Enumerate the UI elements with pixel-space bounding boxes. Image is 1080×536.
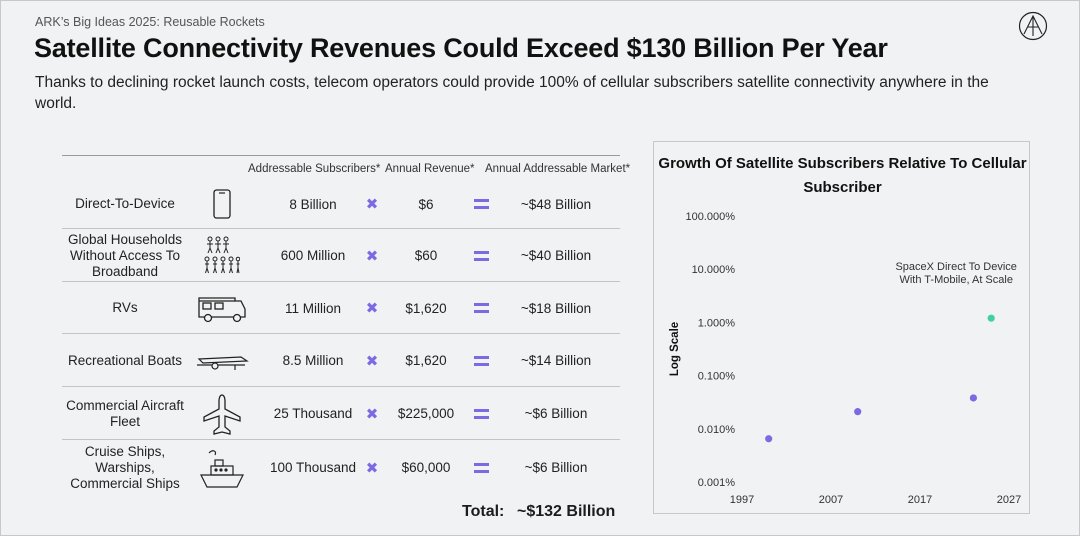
revenue-value: $60 [414, 248, 438, 263]
table-row: Recreational Boats 8.5 Million ✖ $1,620 … [62, 334, 620, 387]
households-icon [204, 236, 240, 273]
data-point [854, 408, 862, 416]
subscribers-value: 600 Million [280, 248, 346, 263]
row-label: Cruise Ships, Warships, Commercial Ships [70, 443, 180, 491]
row-divider [62, 439, 620, 440]
revenue-value: $225,000 [397, 406, 455, 421]
point-annotation: SpaceX Direct To Device With T-Mobile, At… [895, 261, 1016, 286]
y-tick-label: 1.000% [698, 317, 736, 329]
table-row: Cruise Ships, Warships, Commercial Ships… [62, 440, 620, 495]
y-tick-label: 10.000% [692, 264, 736, 276]
row-label: Direct-To-Device [75, 196, 175, 211]
total-label: Total: [462, 503, 505, 520]
column-header-revenue: Annual Revenue* [385, 163, 475, 175]
y-axis-label: Log Scale [669, 322, 681, 376]
table-row: Commercial Aircraft Fleet 25 Thousand ✖ … [62, 387, 620, 440]
boat-trailer-icon [197, 355, 249, 370]
revenue-value: $60,000 [401, 460, 451, 475]
x-tick-label: 1997 [730, 494, 754, 506]
row-label: Recreational Boats [67, 352, 183, 368]
revenue-value: $1,620 [405, 300, 447, 316]
equals-icon [473, 408, 489, 419]
table-row: Global Households Without Access To Broa… [62, 229, 620, 282]
revenue-value: $1,620 [405, 353, 447, 368]
multiply-icon: ✖ [365, 352, 379, 370]
market-value: ~$18 Billion [520, 300, 592, 316]
table-row: RVs 11 Million ✖ $1,620 ~$18 Billion [62, 282, 620, 334]
data-point [987, 314, 995, 322]
scatter-chart: 100.000% 10.000% 1.000% 0.100% 0.010% 0.001% 1… [669, 211, 1021, 506]
ship-icon [200, 449, 244, 488]
report-kicker: ARK’s Big Ideas 2025: Reusable Rockets [35, 15, 265, 29]
market-value: ~$48 Billion [520, 196, 592, 212]
subscribers-value: 25 Thousand [273, 406, 353, 421]
y-tick-label: 0.100% [698, 371, 736, 383]
equals-icon [473, 199, 489, 209]
subscribers-value: 100 Thousand [269, 460, 357, 475]
row-divider [62, 386, 620, 387]
table-top-rule [62, 155, 620, 156]
chart-title: Growth Of Satellite Subscribers Relative… [658, 155, 1027, 196]
x-tick-label: 2027 [997, 494, 1021, 506]
row-label: Commercial Aircraft Fleet [66, 397, 184, 429]
table-row: Direct-To-Device 8 Billion ✖ $6 ~$48 Bil… [62, 179, 620, 229]
subscribers-value: 8 Billion [289, 196, 337, 212]
row-label: Global Households Without Access To Broa… [67, 231, 183, 279]
total-value: ~$132 Billion [517, 503, 616, 520]
y-tick-label: 0.001% [698, 477, 736, 489]
row-divider [62, 281, 620, 282]
column-header-market: Annual Addressable Market* [485, 163, 631, 175]
revenue-value: $6 [418, 196, 434, 212]
market-value: ~$40 Billion [520, 248, 592, 263]
column-header-subscribers: Addressable Subscribers* [248, 163, 381, 175]
chart-panel: Growth Of Satellite Subscribers Relative… [653, 141, 1030, 514]
equals-icon [473, 303, 489, 313]
row-divider [62, 333, 620, 334]
market-value: ~$14 Billion [520, 353, 592, 368]
x-tick-label: 2007 [819, 494, 843, 506]
data-point [765, 435, 773, 443]
y-tick-label: 100.000% [685, 211, 735, 223]
airplane-icon [203, 393, 241, 435]
equals-icon [473, 250, 489, 261]
page-subtitle: Thanks to declining rocket launch costs,… [35, 74, 989, 112]
market-value: ~$6 Billion [524, 406, 588, 421]
multiply-icon: ✖ [365, 405, 379, 423]
equals-icon [473, 355, 489, 366]
smartphone-icon [213, 189, 231, 219]
rv-icon [198, 297, 246, 323]
equals-icon [473, 462, 489, 473]
multiply-icon: ✖ [365, 247, 379, 265]
row-divider [62, 228, 620, 229]
data-point [969, 394, 977, 402]
multiply-icon: ✖ [365, 196, 379, 213]
multiply-icon: ✖ [365, 459, 379, 477]
row-label: RVs [112, 300, 138, 315]
ark-logo-icon [1018, 11, 1048, 41]
page-title: Satellite Connectivity Revenues Could Ex… [34, 33, 888, 63]
x-tick-label: 2017 [908, 494, 932, 506]
subscribers-value: 8.5 Million [282, 353, 344, 368]
multiply-icon: ✖ [365, 300, 379, 317]
market-value: ~$6 Billion [524, 460, 588, 475]
y-tick-label: 0.010% [698, 424, 736, 436]
subscribers-value: 11 Million [284, 300, 342, 316]
